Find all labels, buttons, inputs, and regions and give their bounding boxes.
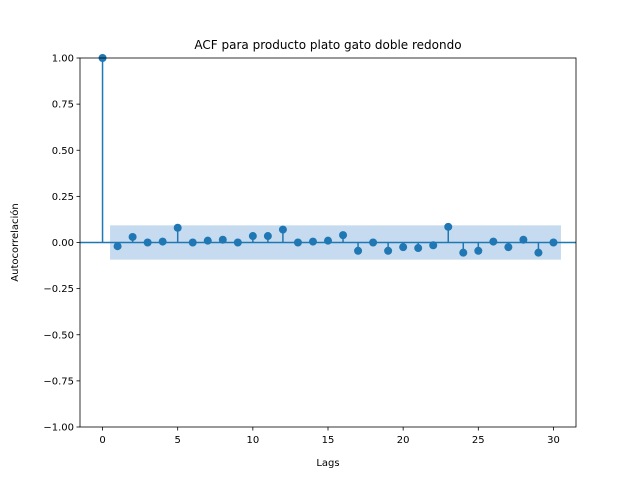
stems-layer <box>101 58 540 253</box>
x-axis-title: Lags <box>316 458 339 469</box>
y-tick-label: 0.25 <box>52 192 74 203</box>
acf-point-lag-13 <box>293 238 302 247</box>
acf-point-lag-9 <box>233 238 242 247</box>
acf-point-lag-19 <box>384 246 393 255</box>
acf-point-lag-28 <box>519 235 528 244</box>
acf-point-lag-12 <box>278 225 287 234</box>
chart-title: ACF para producto plato gato doble redon… <box>194 38 461 52</box>
acf-point-lag-6 <box>188 238 197 247</box>
acf-point-lag-1 <box>113 242 122 251</box>
acf-point-lag-14 <box>308 237 317 246</box>
x-axis-ticks: 0 5 10 15 20 25 30 <box>99 427 560 446</box>
acf-point-lag-5 <box>173 223 182 232</box>
y-tick-label: −1.00 <box>43 423 74 434</box>
acf-point-lag-30 <box>549 238 558 247</box>
acf-point-lag-20 <box>399 243 408 252</box>
acf-point-lag-16 <box>339 231 348 240</box>
acf-point-lag-8 <box>218 235 227 244</box>
x-tick-label: 0 <box>99 435 105 446</box>
acf-point-lag-10 <box>248 232 257 241</box>
acf-point-lag-29 <box>534 248 543 257</box>
y-tick-label: 0.75 <box>52 100 74 111</box>
x-tick-label: 25 <box>472 435 485 446</box>
acf-point-lag-22 <box>429 241 438 250</box>
x-tick-label: 20 <box>397 435 410 446</box>
y-tick-label: −0.75 <box>43 376 74 387</box>
acf-point-lag-15 <box>324 236 332 245</box>
acf-point-lag-25 <box>474 246 483 255</box>
acf-point-lag-11 <box>263 232 272 241</box>
y-axis-title: Autocorrelación <box>9 203 21 281</box>
y-tick-label: −0.50 <box>43 330 74 341</box>
acf-point-lag-17 <box>354 246 363 255</box>
acf-point-lag-3 <box>143 238 152 247</box>
x-tick-label: 10 <box>246 435 259 446</box>
acf-point-lag-26 <box>489 237 498 246</box>
x-tick-label: 15 <box>322 435 335 446</box>
y-tick-label: 1.00 <box>52 54 74 65</box>
acf-point-lag-18 <box>369 238 378 247</box>
y-tick-label: 0.00 <box>52 238 74 249</box>
acf-point-lag-23 <box>444 222 453 231</box>
acf-point-lag-4 <box>158 237 167 246</box>
x-tick-label: 5 <box>175 435 181 446</box>
acf-point-lag-7 <box>203 236 212 245</box>
acf-point-lag-21 <box>414 244 423 253</box>
acf-point-lag-24 <box>459 248 468 257</box>
acf-point-lag-27 <box>504 243 513 252</box>
y-axis-ticks: −1.00 −0.75 −0.50 −0.25 0.00 0.25 0.50 0.75 1.00 <box>43 54 80 434</box>
y-tick-label: 0.50 <box>52 146 74 157</box>
markers-layer <box>98 54 558 257</box>
acf-point-lag-2 <box>128 232 137 241</box>
y-tick-label: −0.25 <box>43 284 74 295</box>
x-tick-label: 30 <box>547 435 560 446</box>
